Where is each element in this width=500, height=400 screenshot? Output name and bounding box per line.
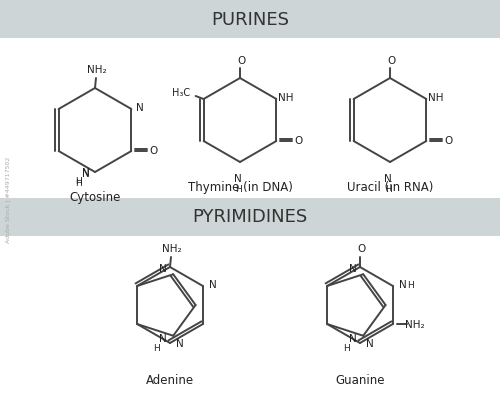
Text: O: O (444, 136, 452, 146)
Text: N: N (350, 264, 357, 274)
Text: H: H (384, 186, 392, 194)
Text: N: N (82, 168, 90, 178)
Text: O: O (388, 56, 396, 66)
Text: N: N (82, 169, 90, 179)
Text: O: O (294, 136, 302, 146)
Text: N: N (234, 174, 242, 184)
Text: O: O (149, 146, 158, 156)
Text: PYRIMIDINES: PYRIMIDINES (192, 208, 308, 226)
Text: Thymine (in DNA): Thymine (in DNA) (188, 182, 292, 194)
Text: N: N (399, 280, 407, 290)
Text: H: H (234, 186, 242, 194)
Bar (0, 0, 500, 38)
Text: H: H (76, 178, 82, 188)
Text: H: H (343, 344, 349, 353)
Text: Uracil (in RNA): Uracil (in RNA) (347, 182, 433, 194)
Text: O: O (238, 56, 246, 66)
Text: NH₂: NH₂ (87, 65, 107, 75)
Text: N: N (136, 103, 144, 113)
Text: Cytosine: Cytosine (70, 192, 120, 204)
Text: N: N (160, 334, 167, 344)
Text: NH₂: NH₂ (405, 320, 424, 330)
Text: Adobe Stock | #449717502: Adobe Stock | #449717502 (5, 157, 11, 243)
Text: NH: NH (278, 93, 293, 103)
Text: N: N (350, 334, 357, 344)
Text: NH: NH (428, 93, 443, 103)
Text: H₃C: H₃C (172, 88, 190, 98)
Text: H: H (76, 178, 82, 186)
Text: H: H (153, 344, 160, 353)
Text: Guanine: Guanine (335, 374, 385, 386)
Text: N: N (176, 339, 184, 349)
Text: Adenine: Adenine (146, 374, 194, 386)
Bar (0, 198, 500, 236)
Text: N: N (366, 339, 374, 349)
Text: N: N (384, 174, 392, 184)
Text: O: O (358, 244, 366, 254)
Text: NH₂: NH₂ (162, 244, 182, 254)
Text: PURINES: PURINES (211, 11, 289, 29)
Text: H: H (408, 280, 414, 290)
Text: N: N (209, 280, 217, 290)
Text: N: N (160, 264, 167, 274)
